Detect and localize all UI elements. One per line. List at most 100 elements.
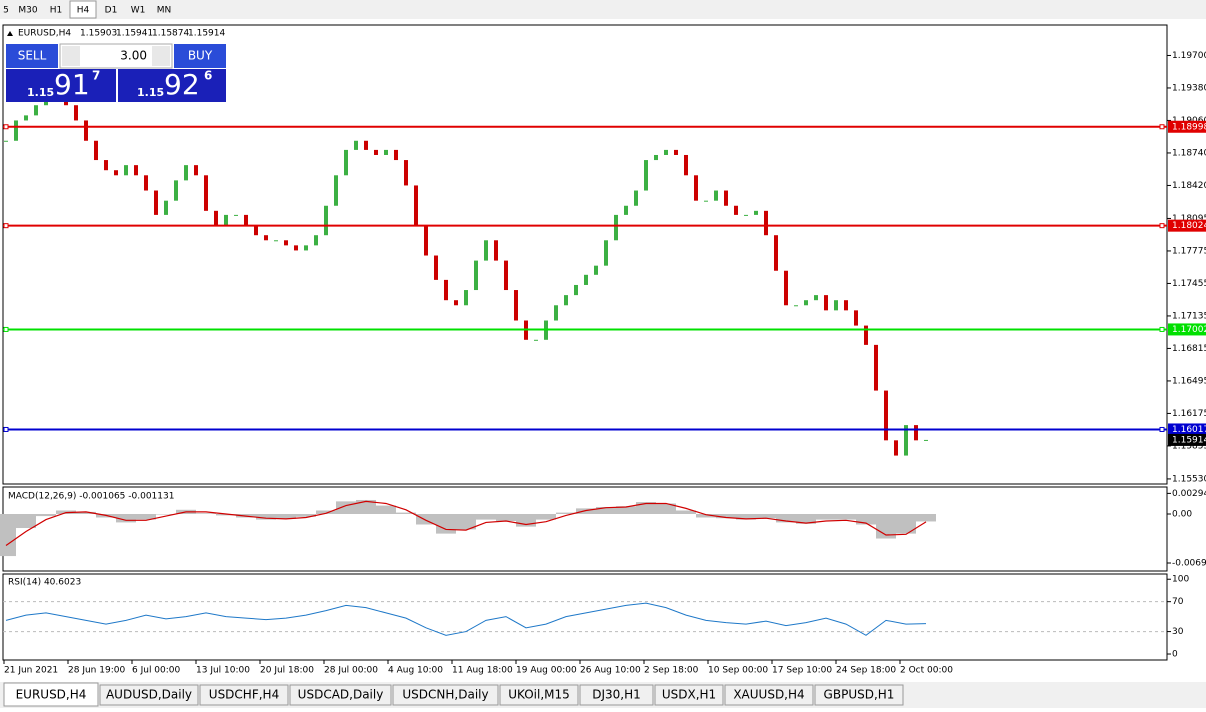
candle (164, 200, 168, 215)
buy-label[interactable]: BUY (188, 49, 213, 63)
candle (884, 390, 888, 441)
y-tick-label: 1.18420 (1172, 181, 1206, 191)
tab-label[interactable]: USDCAD,Daily (298, 688, 384, 702)
level-label: 1.18998 (1172, 122, 1206, 132)
candle (574, 284, 578, 296)
level-handle (1159, 326, 1165, 332)
candle (614, 214, 618, 241)
tab-label[interactable]: XAUUSD,H4 (733, 688, 804, 702)
x-tick-label: 10 Sep 00:00 (708, 666, 768, 676)
tab-label[interactable]: USDX,H1 (662, 688, 716, 702)
sell-button[interactable] (6, 44, 58, 68)
macd-bar (256, 513, 276, 520)
macd-bar (476, 513, 496, 520)
macd-bar (716, 513, 736, 519)
y-tick-label: -0.00699 (1172, 559, 1206, 569)
candle (74, 105, 78, 121)
volume[interactable]: 3.00 (120, 49, 147, 63)
y-tick-label: 100 (1172, 575, 1189, 585)
macd-bar (416, 513, 436, 525)
volume-up[interactable] (152, 46, 170, 66)
y-tick-label: 1.15530 (1172, 474, 1206, 484)
tab-label[interactable]: DJ30,H1 (592, 688, 641, 702)
candle (374, 149, 378, 155)
symbol: EURUSD,H4 (18, 29, 71, 39)
macd-bar (776, 513, 796, 523)
tab[interactable] (814, 684, 904, 706)
macd-bar (856, 513, 876, 525)
candle (204, 175, 208, 211)
level-label-bg (1168, 219, 1206, 232)
candle (794, 305, 798, 307)
macd-bar (316, 510, 336, 514)
candle (534, 339, 538, 341)
tab-label[interactable]: GBPUSD,H1 (824, 688, 895, 702)
macd-bar (816, 513, 836, 520)
timeframe[interactable]: MN (157, 6, 172, 16)
tab[interactable] (99, 684, 199, 706)
tab[interactable] (199, 684, 289, 706)
macd-bar (16, 513, 36, 529)
timeframe[interactable]: H1 (50, 6, 63, 16)
macd-bar (356, 499, 376, 514)
sell-label[interactable]: SELL (18, 49, 47, 63)
level-handle (1159, 223, 1165, 229)
x-tick-label: 13 Jul 10:00 (196, 666, 250, 676)
candle (404, 160, 408, 186)
collapse-icon[interactable] (7, 31, 13, 36)
level-label-bg (1168, 423, 1206, 436)
candle (624, 205, 628, 215)
candle (364, 140, 368, 150)
level-label-bg (1168, 323, 1206, 336)
candle (414, 185, 418, 226)
tab[interactable] (3, 682, 99, 707)
tab-label[interactable]: EURUSD,H4 (16, 688, 87, 702)
level-handle (1159, 124, 1165, 130)
y-tick-label: 0 (1172, 650, 1178, 660)
tab[interactable] (289, 684, 392, 706)
candle (444, 279, 448, 301)
y-tick-label: 0.00294 (1172, 489, 1206, 499)
macd-bar (76, 511, 96, 514)
candle (914, 425, 918, 441)
candle (294, 245, 298, 251)
timeframe[interactable]: 5 (3, 6, 9, 16)
level-handle (1159, 426, 1165, 432)
macd-bar (136, 513, 156, 520)
candle (424, 225, 428, 256)
volume-down[interactable] (62, 46, 80, 66)
x-tick-label: 20 Jul 18:00 (260, 666, 314, 676)
tab[interactable] (579, 684, 654, 706)
y-tick-label: 70 (1172, 597, 1184, 607)
tab-label[interactable]: AUDUSD,Daily (106, 688, 192, 702)
timeframe[interactable]: D1 (105, 6, 118, 16)
candle (284, 240, 288, 246)
candle (834, 300, 838, 311)
macd-bar (736, 513, 756, 520)
candle (154, 190, 158, 215)
tab-label[interactable]: USDCNH,Daily (402, 688, 488, 702)
tab-label[interactable]: USDCHF,H4 (209, 688, 279, 702)
ohlc-value: 1.15914 (188, 29, 225, 39)
tab[interactable] (499, 684, 579, 706)
buy-button[interactable] (174, 44, 226, 68)
bid-pip: 7 (92, 69, 100, 83)
y-tick-label: 1.18740 (1172, 148, 1206, 158)
tab[interactable] (654, 684, 724, 706)
timeframe[interactable]: W1 (131, 6, 146, 16)
ask-box[interactable] (118, 69, 226, 102)
timeframe[interactable]: M30 (18, 6, 37, 16)
tab[interactable] (724, 684, 814, 706)
bid-box[interactable] (6, 69, 116, 102)
level-label: 1.18024 (1172, 221, 1206, 231)
macd-bar (696, 513, 716, 518)
tab[interactable] (392, 684, 499, 706)
tab-label[interactable]: UKOil,M15 (508, 688, 570, 702)
candle (754, 210, 758, 215)
timeframe[interactable]: H4 (77, 6, 90, 16)
candle (34, 105, 38, 116)
candle (784, 270, 788, 306)
x-tick-label: 21 Jun 2021 (4, 666, 58, 676)
candle (474, 260, 478, 291)
